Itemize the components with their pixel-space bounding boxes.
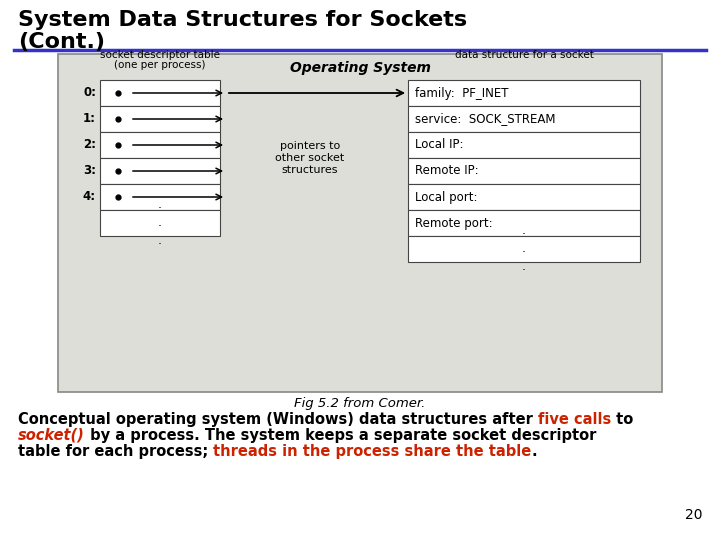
Bar [100, 80, 220, 106]
Text: 4:: 4: [83, 191, 96, 204]
Text: table for each process;: table for each process; [18, 444, 213, 459]
Text: threads in the process share the table: threads in the process share the table [213, 444, 531, 459]
Text: socket(): socket() [18, 428, 85, 443]
Bar [408, 210, 640, 236]
Text: five calls: five calls [538, 412, 611, 427]
Text: to: to [611, 412, 634, 427]
Bar [408, 184, 640, 210]
Text: Local port:: Local port: [415, 191, 477, 204]
Bar [100, 210, 220, 236]
Bar [100, 106, 220, 132]
Text: family:  PF_INET: family: PF_INET [415, 86, 508, 99]
Text: service:  SOCK_STREAM: service: SOCK_STREAM [415, 112, 556, 125]
Text: Remote port:: Remote port: [415, 217, 492, 230]
Text: socket descriptor table: socket descriptor table [100, 50, 220, 60]
Text: 3:: 3: [83, 165, 96, 178]
Bar [100, 184, 220, 210]
Text: Local IP:: Local IP: [415, 138, 464, 152]
Bar [408, 80, 640, 106]
Text: System Data Structures for Sockets: System Data Structures for Sockets [18, 10, 467, 30]
Bar [408, 132, 640, 158]
Text: Operating System: Operating System [289, 61, 431, 75]
Text: Conceptual operating system (Windows) data structures after: Conceptual operating system (Windows) da… [18, 412, 538, 427]
Bar [408, 236, 640, 262]
Text: 1:: 1: [83, 112, 96, 125]
Text: Fig 5.2 from Comer.: Fig 5.2 from Comer. [294, 397, 426, 410]
Text: (one per process): (one per process) [114, 60, 206, 70]
Text: .
.
.: . . . [522, 225, 526, 273]
Text: 0:: 0: [83, 86, 96, 99]
Text: .: . [531, 444, 537, 459]
Text: by a process. The system keeps a separate socket descriptor: by a process. The system keeps a separat… [85, 428, 596, 443]
Text: (Cont.): (Cont.) [18, 32, 105, 52]
Text: pointers to
other socket
structures: pointers to other socket structures [275, 141, 345, 174]
Bar [100, 158, 220, 184]
Bar [100, 132, 220, 158]
Bar [408, 158, 640, 184]
Text: 2:: 2: [83, 138, 96, 152]
Text: data structure for a socket: data structure for a socket [454, 50, 593, 60]
Text: 20: 20 [685, 508, 702, 522]
Bar [58, 54, 662, 392]
Bar [408, 106, 640, 132]
Text: .
.
.: . . . [158, 199, 162, 247]
Text: Remote IP:: Remote IP: [415, 165, 479, 178]
